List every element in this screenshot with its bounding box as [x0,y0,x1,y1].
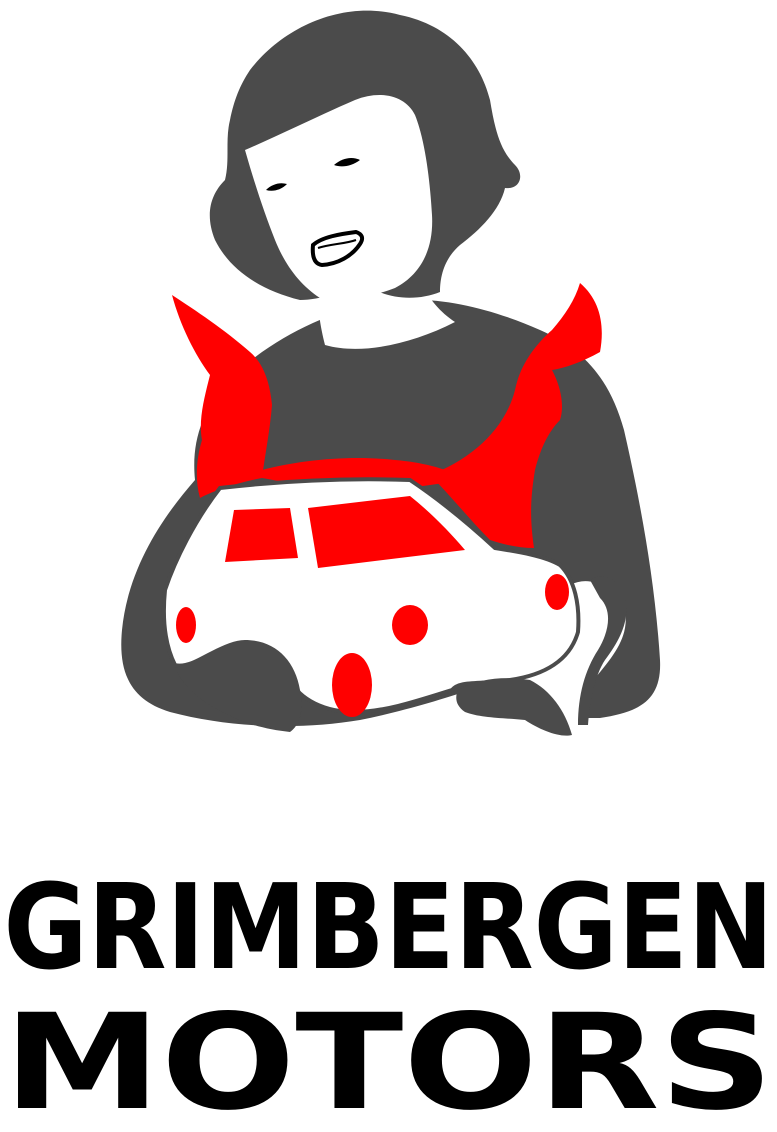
brand-line-1: GRIMBERGEN [4,858,774,996]
left-hand [175,640,302,732]
neck-shape [318,282,455,349]
right-bow-wing [430,283,602,548]
car-window-middle [308,496,465,568]
wordmark: GRIMBERGEN MOTORS [0,850,777,1132]
right-fingers [578,576,627,725]
car-window-front [225,508,298,562]
wordmark-svg: GRIMBERGEN MOTORS [4,858,774,1132]
car-headlight-right [392,605,428,645]
mouth-line [317,239,357,249]
woman-holding-car-illustration [121,10,661,736]
left-bow-wing [172,295,272,498]
right-hand [456,678,572,736]
mouth-shape [310,229,365,268]
right-eye [334,157,360,167]
car-grille-light [332,653,372,717]
car-tail-light [545,574,569,610]
car-headlight-left [176,607,196,643]
left-eye [266,183,287,191]
face-shape [245,95,433,299]
brand-line-2: MOTORS [4,986,774,1132]
